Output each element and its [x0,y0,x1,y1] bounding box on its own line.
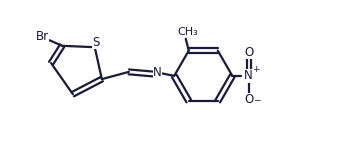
Text: N: N [153,66,162,79]
Text: Br: Br [36,30,49,43]
Text: CH₃: CH₃ [177,27,198,37]
Text: O: O [244,93,253,106]
Text: N: N [244,69,253,82]
Text: O: O [244,45,253,58]
Text: +: + [252,65,259,74]
Text: S: S [92,35,99,48]
Text: −: − [253,95,261,104]
